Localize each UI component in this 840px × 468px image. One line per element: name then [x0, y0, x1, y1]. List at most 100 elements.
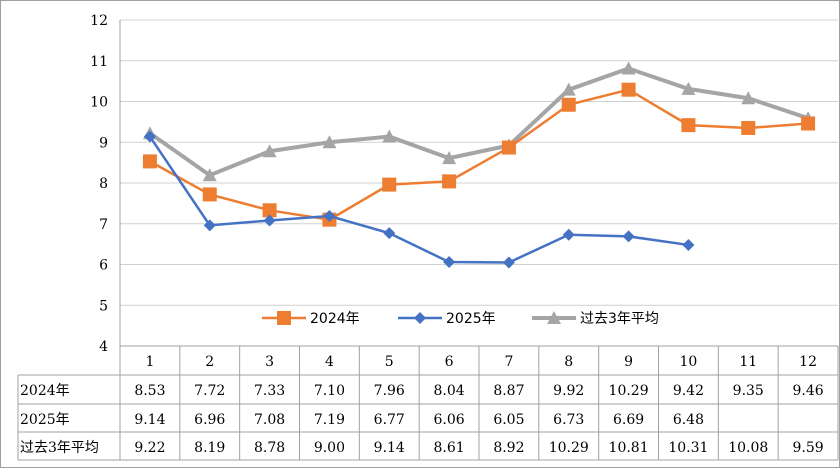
table-cell: 7.72	[194, 383, 225, 399]
data-point-triangle	[382, 129, 397, 143]
data-point-diamond	[143, 130, 156, 143]
x-tick-label: 5	[385, 354, 394, 370]
y-tick-label: 4	[99, 339, 108, 355]
table-cell: 9.46	[792, 383, 823, 399]
data-point-triangle	[442, 151, 457, 165]
table-cell: 10.29	[609, 383, 649, 399]
table-cell: 10.81	[609, 440, 649, 456]
data-point-triangle	[561, 82, 576, 96]
data-point-square	[382, 177, 397, 192]
legend-label: 2025年	[446, 311, 496, 327]
table-cell: 8.53	[134, 383, 165, 399]
table-cell: 9.00	[314, 440, 345, 456]
y-tick-label: 11	[90, 54, 108, 70]
x-tick-label: 7	[504, 354, 513, 370]
y-tick-label: 5	[99, 298, 108, 314]
data-point-square	[501, 140, 516, 155]
table-cell: 9.92	[553, 383, 584, 399]
data-point-square	[561, 97, 576, 112]
table-cell: 9.59	[792, 440, 823, 456]
data-point-diamond	[562, 228, 575, 241]
table-cell: 7.19	[314, 412, 345, 428]
table-cell: 10.31	[668, 440, 708, 456]
y-tick-label: 7	[99, 217, 108, 233]
table-cell: 9.14	[134, 412, 165, 428]
table-cell: 10.08	[728, 440, 768, 456]
data-point-square	[741, 120, 756, 135]
x-tick-label: 2	[205, 354, 214, 370]
legend-label: 过去3年平均	[580, 311, 659, 327]
y-tick-label: 10	[90, 95, 108, 111]
series-line	[148, 66, 809, 178]
data-point-diamond	[414, 312, 426, 324]
data-point-square	[801, 116, 816, 131]
data-point-diamond	[383, 227, 396, 240]
table-cell: 9.42	[673, 383, 704, 399]
data-point-diamond	[682, 238, 695, 251]
data-point-square	[621, 82, 636, 97]
series-line	[149, 88, 809, 221]
table-cell: 6.73	[553, 412, 584, 428]
x-tick-label: 11	[739, 354, 757, 370]
table-cell: 10.29	[549, 440, 589, 456]
x-tick-label: 9	[624, 354, 633, 370]
table-cell: 6.69	[613, 412, 644, 428]
data-point-square	[277, 311, 291, 325]
series-line	[148, 135, 689, 264]
data-point-diamond	[263, 214, 276, 227]
x-tick-label: 12	[799, 354, 817, 370]
table-cell: 8.61	[433, 440, 464, 456]
x-tick-label: 6	[445, 354, 454, 370]
y-tick-label: 6	[99, 258, 108, 274]
x-tick-label: 4	[325, 354, 334, 370]
table-cell: 7.33	[254, 383, 285, 399]
data-point-square	[262, 203, 277, 218]
data-point-diamond	[622, 230, 635, 243]
table-row-label: 过去3年平均	[20, 440, 99, 456]
table-cell: 9.22	[134, 440, 165, 456]
data-point-square	[681, 118, 696, 133]
table-row-label: 2025年	[20, 412, 70, 428]
data-point-square	[142, 154, 157, 169]
data-point-triangle	[621, 61, 636, 75]
data-point-diamond	[203, 219, 216, 232]
table-cell: 6.48	[673, 412, 704, 428]
data-point-triangle	[681, 81, 696, 95]
table-cell: 9.35	[733, 383, 764, 399]
table-cell: 7.96	[374, 383, 405, 399]
table-cell: 6.05	[493, 412, 524, 428]
y-tick-label: 12	[90, 13, 108, 29]
table-cell: 8.04	[433, 383, 464, 399]
x-tick-label: 10	[680, 354, 698, 370]
table-cell: 7.10	[314, 383, 345, 399]
x-tick-label: 1	[145, 354, 154, 370]
table-cell: 8.87	[493, 383, 524, 399]
y-tick-label: 9	[99, 135, 108, 151]
table-cell: 9.14	[374, 440, 405, 456]
x-tick-label: 3	[265, 354, 274, 370]
data-point-triangle	[262, 144, 277, 158]
series-2	[143, 130, 695, 269]
data-point-diamond	[323, 210, 336, 223]
data-point-triangle	[741, 91, 756, 105]
data-point-triangle	[202, 168, 217, 182]
table-cell: 8.92	[493, 440, 524, 456]
table-cell: 6.96	[194, 412, 225, 428]
table-row-label: 2024年	[20, 383, 70, 399]
data-point-square	[442, 174, 457, 189]
table-cell: 7.08	[254, 412, 285, 428]
data-point-square	[202, 187, 217, 202]
table-cell: 8.78	[254, 440, 285, 456]
legend-label: 2024年	[310, 311, 360, 327]
table-cell: 6.77	[374, 412, 405, 428]
data-point-triangle	[322, 135, 337, 149]
legend: 2024年 2025年 过去3年平均	[262, 311, 659, 327]
data-point-diamond	[502, 256, 515, 269]
table-cell: 8.19	[194, 440, 225, 456]
y-tick-label: 8	[99, 176, 108, 192]
series-1	[142, 82, 816, 227]
table-cell: 6.06	[433, 412, 464, 428]
data-point-triangle	[547, 311, 561, 324]
data-point-diamond	[443, 256, 456, 269]
